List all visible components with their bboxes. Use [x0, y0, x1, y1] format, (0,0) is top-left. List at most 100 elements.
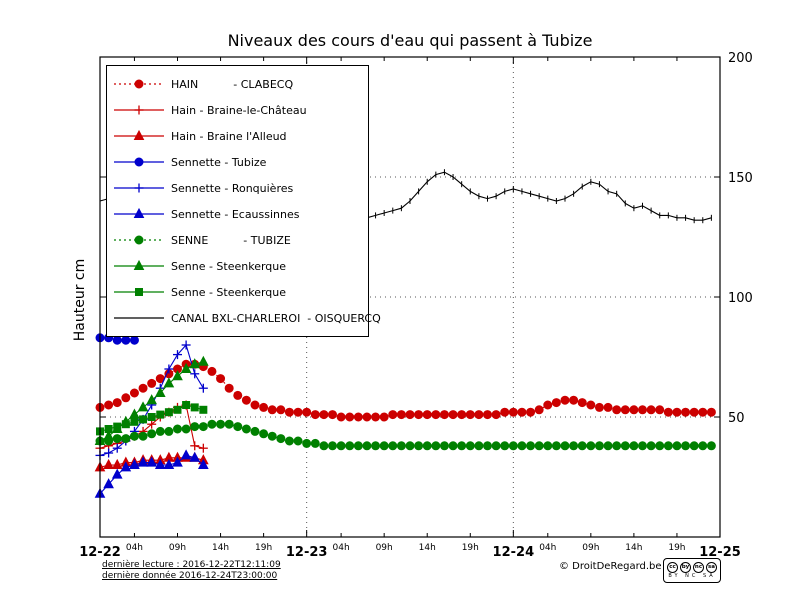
x-tick-label-hour: 09h [376, 543, 393, 553]
legend-label: Hain - Braine l'Alleud [171, 129, 287, 143]
series-0-circle-marker [414, 410, 424, 420]
series-6-circle-marker [181, 424, 191, 434]
series-0-circle-marker [241, 395, 251, 405]
chart-title: Niveaux des cours d'eau qui passent à Tu… [227, 31, 593, 50]
legend-label: HAIN - CLABECQ [171, 77, 294, 91]
series-0-circle-marker [629, 405, 639, 415]
series-5-triangle-marker [154, 458, 166, 469]
series-6-circle-marker [698, 441, 708, 451]
legend-circle-marker [134, 79, 144, 89]
series-0-circle-marker [319, 410, 329, 420]
series-0-circle-marker [534, 405, 544, 415]
series-0-circle-marker [448, 410, 458, 420]
series-6-circle-marker [517, 441, 527, 451]
series-0-circle-marker [422, 410, 432, 420]
series-0-circle-marker [328, 410, 337, 420]
series-5-triangle-marker [111, 468, 123, 479]
series-6-circle-marker [569, 441, 579, 451]
series-6-circle-marker [155, 426, 165, 436]
series-3-circle-marker [129, 335, 139, 345]
series-6-circle-marker [345, 441, 355, 451]
copyright-link[interactable]: © DroitDeRegard.be [559, 561, 662, 572]
circle-marker-icon [107, 153, 171, 171]
series-5-triangle-marker [172, 456, 183, 467]
series-8-square-marker [121, 420, 130, 429]
series-5-triangle-marker [180, 449, 192, 460]
series-5-triangle-marker [189, 451, 201, 462]
cc-icon: cc [667, 562, 678, 573]
legend-triangle-marker [133, 259, 145, 270]
series-0-circle-marker [646, 405, 656, 415]
series-6-circle-marker [612, 441, 622, 451]
x-tick-label-hour: 09h [169, 543, 186, 553]
vtick-marker-icon [107, 309, 171, 327]
legend-item: Senne - Steenkerque [107, 253, 368, 279]
series-0-circle-marker [491, 410, 501, 420]
legend-item: Sennette - Tubize [107, 149, 368, 175]
series-0-circle-marker [483, 410, 492, 420]
legend-label: Senne - Steenkerque [171, 285, 287, 299]
series-6-circle-marker [173, 424, 182, 434]
series-0-circle-marker [603, 402, 613, 412]
series-8-square-marker [182, 401, 191, 409]
cc-license-text: BY NC SA [668, 573, 716, 579]
series-6-circle-marker [259, 429, 269, 439]
series-6-circle-marker [483, 441, 492, 451]
series-0-circle-marker [371, 412, 381, 422]
series-6-circle-marker [267, 431, 277, 441]
cc-license-badge[interactable]: cc by nc sa BY NC SA [663, 558, 721, 583]
legend-label: CANAL BXL-CHARLEROI - OISQUERCQ [171, 311, 381, 325]
series-8-square-marker [156, 410, 165, 419]
series-6-circle-marker [216, 419, 226, 429]
series-6-circle-marker [319, 441, 329, 451]
x-tick-label-hour: 19h [462, 543, 479, 553]
series-7-triangle-marker [180, 362, 192, 373]
series-6-circle-marker [663, 441, 673, 451]
y-tick-label: 50 [728, 411, 745, 426]
series-8-square-marker [139, 415, 148, 424]
series-6-circle-marker [439, 441, 449, 451]
series-0-circle-marker [293, 407, 303, 417]
series-6-circle-marker [629, 441, 639, 451]
series-8-square-marker [130, 417, 139, 426]
legend-triangle-marker [133, 207, 145, 218]
series-6-circle-marker [551, 441, 561, 451]
legend-label: Senne - Steenkerque [171, 259, 287, 273]
x-tick-label-hour: 14h [419, 543, 436, 553]
series-8-square-marker [147, 413, 156, 421]
series-0-circle-marker [517, 407, 527, 417]
series-6-circle-marker [336, 441, 346, 451]
series-0-circle-marker [396, 410, 406, 420]
legend-item: CANAL BXL-CHARLEROI - OISQUERCQ [107, 305, 381, 331]
series-7-triangle-marker [146, 394, 157, 405]
legend-item: Sennette - Ronquières [107, 175, 368, 201]
series-6-circle-marker [543, 441, 553, 451]
series-0-circle-marker [112, 398, 122, 408]
series-6-circle-marker [293, 436, 303, 446]
series-0-circle-marker [250, 400, 260, 410]
series-6-circle-marker [620, 441, 630, 451]
series-6-circle-marker [353, 441, 363, 451]
series-6-circle-marker [706, 441, 716, 451]
x-tick-label-hour: 14h [625, 543, 642, 553]
series-6-circle-marker [508, 441, 518, 451]
series-0-circle-marker [233, 390, 243, 400]
series-6-circle-marker [560, 441, 570, 451]
series-0-circle-marker [706, 407, 716, 417]
legend-item: HAIN - CLABECQ [107, 71, 368, 97]
series-6-circle-marker [112, 434, 122, 444]
series-0-circle-marker [594, 402, 604, 412]
last-data-text: dernière donnée 2016-12-24T23:00:00 [102, 571, 278, 581]
series-0-circle-marker [362, 412, 372, 422]
x-tick-label-date: 12-22 [79, 545, 121, 560]
series-6-circle-marker [638, 441, 647, 451]
legend-label: Sennette - Tubize [171, 155, 267, 169]
series-6-circle-marker [405, 441, 415, 451]
series-6-circle-marker [431, 441, 441, 451]
series-0-circle-marker [336, 412, 346, 422]
series-7-triangle-marker [137, 401, 149, 412]
y-tick-label: 100 [728, 291, 753, 306]
series-6-circle-marker [147, 429, 157, 439]
series-0-circle-marker [457, 410, 467, 420]
series-6-circle-marker [655, 441, 665, 451]
